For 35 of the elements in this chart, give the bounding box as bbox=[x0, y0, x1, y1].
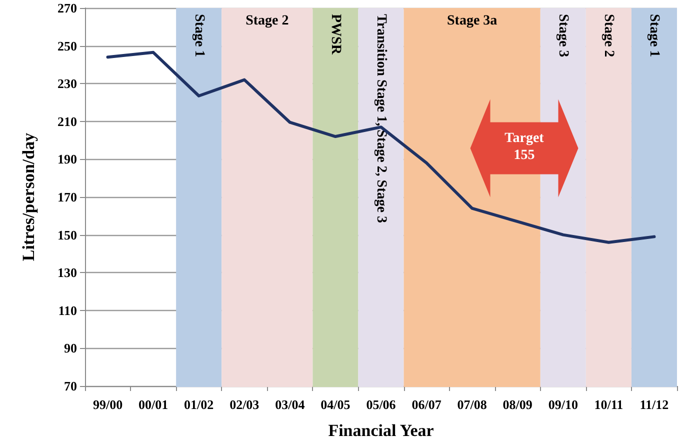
x-tick-label: 04/05 bbox=[320, 397, 351, 412]
y-tick-label: 230 bbox=[58, 76, 77, 92]
band-label: Stage 3a bbox=[446, 14, 498, 28]
y-tick-label: 70 bbox=[64, 378, 77, 394]
annotation: Target 155 bbox=[504, 130, 545, 164]
x-axis-title: Financial Year bbox=[328, 421, 434, 440]
y-tick-label: 110 bbox=[58, 302, 77, 318]
y-tick-label: 130 bbox=[58, 265, 77, 280]
x-tick-label: 01/02 bbox=[184, 397, 214, 412]
x-tick-label: 07/08 bbox=[457, 397, 488, 412]
x-tick-label: 08/09 bbox=[502, 397, 533, 412]
band-label: PWSR bbox=[328, 14, 343, 56]
band-label: Stage 2 bbox=[246, 14, 289, 28]
band-label: Stage 3 bbox=[556, 14, 571, 58]
y-tick-label: 170 bbox=[58, 190, 77, 204]
x-tick-label: 09/10 bbox=[548, 397, 578, 412]
y-tick-label: 270 bbox=[58, 0, 77, 16]
y-tick-label: 150 bbox=[58, 227, 77, 242]
x-tick-label: 05/06 bbox=[366, 397, 396, 412]
x-tick-label: 10/11 bbox=[594, 397, 624, 412]
band-label: Transition Stage 1, Stage 2, Stage 3 bbox=[374, 14, 388, 223]
band-label: Stage 1 bbox=[191, 14, 206, 58]
y-tick-label: 210 bbox=[58, 114, 77, 129]
band-label: Stage 1 bbox=[646, 14, 662, 58]
x-tick-label: 06/07 bbox=[412, 397, 442, 412]
y-tick-label: 90 bbox=[64, 340, 77, 356]
y-tick-label: 190 bbox=[58, 152, 77, 167]
y-tick-label: 250 bbox=[58, 38, 77, 54]
x-tick-label: 02/03 bbox=[230, 397, 260, 412]
x-tick-label: 11/12 bbox=[640, 397, 669, 412]
x-tick-label: 00/01 bbox=[138, 397, 168, 412]
y-axis-title: Litres/person/day bbox=[19, 132, 38, 262]
band-label: Stage 2 bbox=[601, 14, 616, 58]
x-tick-label: 03/04 bbox=[275, 397, 306, 412]
x-tick-label: 99/00 bbox=[92, 397, 123, 412]
